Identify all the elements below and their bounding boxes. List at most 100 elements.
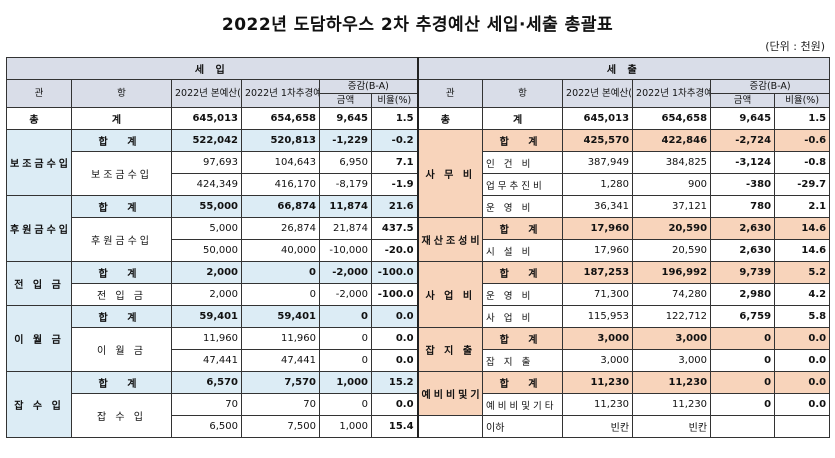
total-in-a: 645,013 — [171, 107, 242, 130]
income-hang-sum: 합 계 — [71, 129, 172, 152]
expense-hang: 예비비및기타 — [482, 393, 564, 416]
income-value: -2,000 — [319, 261, 372, 284]
income-value: 0 — [319, 393, 372, 416]
income-value: 0.0 — [370, 349, 419, 372]
expense-blank-note: 빈칸 — [562, 415, 634, 438]
income-value: -2,000 — [319, 283, 372, 306]
expense-value: -3,124 — [710, 151, 776, 174]
income-amount-header: 금액 — [319, 93, 372, 108]
income-value: 7.1 — [370, 151, 419, 174]
expense-gwan: 잡 지 출 — [416, 327, 484, 372]
expense-value: 3,000 — [562, 349, 634, 372]
income-value: -0.2 — [370, 129, 419, 152]
expense-hang-header: 항 — [482, 79, 564, 108]
table-row: 이 월 금 11,960 11,960 0 0.0 잡 지 출 합 계 3,00… — [7, 327, 831, 372]
expense-value: 387,949 — [562, 151, 634, 174]
total-out-b: 654,658 — [632, 107, 712, 130]
expense-blank-note: 빈칸 — [632, 415, 712, 438]
income-gwan: 후원금수입 — [6, 195, 72, 262]
expense-hang: 시 설 비 — [482, 239, 564, 262]
expense-ratio-header: 비율(%) — [774, 93, 831, 108]
income-hang: 잡 수 입 — [71, 393, 172, 438]
expense-value: 900 — [632, 173, 712, 196]
expense-hang-sum: 합 계 — [482, 261, 564, 284]
income-value: 70 — [241, 393, 320, 416]
income-value: -100.0 — [370, 283, 419, 306]
total-out-diff: 9,645 — [710, 107, 776, 130]
income-value: 11,960 — [171, 327, 242, 350]
total-hang-label-out: 계 — [482, 107, 564, 130]
expense-value: 0 — [710, 327, 776, 350]
income-hang-sum: 합 계 — [71, 195, 172, 218]
expense-value: 2,980 — [710, 283, 776, 306]
income-hang: 보조금수입 — [71, 151, 172, 196]
income-value: 50,000 — [171, 239, 242, 262]
expense-hang: 업무추진비 — [482, 173, 564, 196]
expense-value: 187,253 — [562, 261, 634, 284]
income-value: 0 — [241, 283, 320, 306]
income-hang: 이 월 금 — [71, 327, 172, 372]
total-hang-label: 계 — [71, 107, 172, 130]
income-value: 520,813 — [241, 129, 320, 152]
expense-value: 0 — [710, 349, 776, 372]
income-value: 70 — [171, 393, 242, 416]
expense-value: 425,570 — [562, 129, 634, 152]
expense-value: 11,230 — [632, 371, 712, 394]
expense-value: 11,230 — [562, 371, 634, 394]
expense-value: 20,590 — [632, 239, 712, 262]
expense-hang-sum: 합 계 — [482, 327, 564, 350]
table-row: 이 월 금 합 계 59,401 59,401 0 0.0 사 업 비 115,… — [6, 305, 831, 372]
expense-gwan: 사 무 비 — [416, 129, 484, 218]
expense-value: 71,300 — [562, 283, 634, 306]
expense-value: 2,630 — [710, 239, 776, 262]
expense-col-b-header: 2022년 1차추경예산(B) — [632, 79, 712, 108]
expense-value: 0.0 — [774, 371, 831, 394]
expense-col-a-header: 2022년 본예산(A) — [562, 79, 634, 108]
expense-gwan-header: 관 — [416, 79, 484, 108]
expense-hang: 인 건 비 — [482, 151, 564, 174]
total-out-a: 645,013 — [562, 107, 634, 130]
expense-value: -2,724 — [710, 129, 776, 152]
expense-note: 이하 — [482, 415, 564, 438]
income-value: 0.0 — [370, 327, 419, 350]
expense-value: 17,960 — [562, 239, 634, 262]
expense-value: 17,960 — [562, 217, 634, 240]
document-title: 2022년 도담하우스 2차 추경예산 세입·세출 총괄표 — [221, 15, 614, 35]
income-hang: 전 입 금 — [71, 283, 172, 306]
income-value: -1,229 — [319, 129, 372, 152]
expense-value: 0.0 — [774, 327, 831, 350]
expense-value: 1,280 — [562, 173, 634, 196]
income-value: 5,000 — [171, 217, 242, 240]
income-col-b-header: 2022년 1차추경예산(B) — [241, 79, 320, 108]
expense-value: 5.2 — [774, 261, 831, 284]
income-value: 416,170 — [241, 173, 320, 196]
expense-value: 0 — [710, 393, 776, 416]
table-row: 50,000 40,000 -10,000 -20.0 시 설 비 17,960… — [7, 239, 831, 262]
total-in-b: 654,658 — [241, 107, 320, 130]
total-gwan-label-out: 총 — [416, 107, 484, 130]
expense-hang-sum: 합 계 — [482, 217, 564, 240]
income-value: -10,000 — [319, 239, 372, 262]
income-value: 47,441 — [171, 349, 242, 372]
income-value: 21,874 — [319, 217, 372, 240]
income-value: 59,401 — [241, 305, 320, 328]
expense-value: 115,953 — [562, 305, 634, 328]
income-value: 437.5 — [370, 217, 419, 240]
income-hang-sum: 합 계 — [71, 261, 172, 284]
expense-value — [710, 415, 776, 438]
expense-value: 422,846 — [632, 129, 712, 152]
income-value: 522,042 — [171, 129, 242, 152]
income-col-a-header: 2022년 본예산(A) — [171, 79, 242, 108]
expense-diff-header: 증감(B-A) — [710, 79, 831, 94]
income-value: 11,874 — [319, 195, 372, 218]
income-value: 11,960 — [241, 327, 320, 350]
income-gwan: 이 월 금 — [6, 305, 72, 372]
unit-label: (단위 : 천원) — [765, 40, 825, 53]
expense-value: 37,121 — [632, 195, 712, 218]
income-hang-header: 항 — [71, 79, 172, 108]
expense-value: 0 — [710, 371, 776, 394]
expense-gwan: 예비비및기타 — [416, 371, 484, 416]
expense-value: 196,992 — [632, 261, 712, 284]
expense-value: 11,230 — [632, 393, 712, 416]
income-value: 2,000 — [171, 283, 242, 306]
